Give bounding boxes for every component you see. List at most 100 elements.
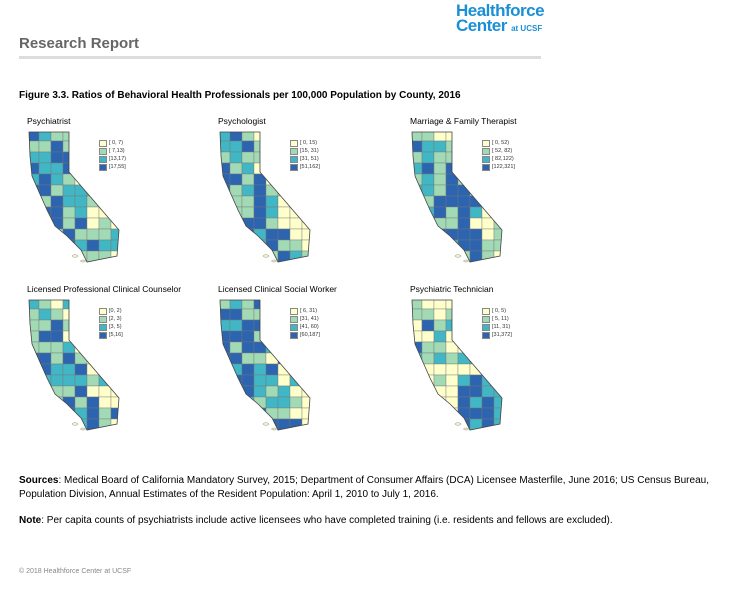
legend-item: [ 6, 31) <box>290 307 320 315</box>
county-region <box>38 319 52 332</box>
county-region <box>277 374 291 387</box>
county-region <box>62 363 76 376</box>
map-title: Licensed Professional Clinical Counselor <box>27 284 182 294</box>
legend-item: [122,321] <box>482 163 515 171</box>
county-region <box>229 319 243 332</box>
legend-label: [ 0, 15) <box>300 140 318 146</box>
legend-swatch <box>99 163 107 171</box>
county-region <box>481 429 495 430</box>
county-region <box>433 250 447 262</box>
county-region <box>241 341 255 354</box>
county-region <box>481 184 495 197</box>
county-region <box>457 429 471 430</box>
county-region <box>29 217 40 230</box>
county-region <box>277 396 291 409</box>
county-region <box>301 195 310 208</box>
county-region <box>421 341 435 354</box>
county-region <box>86 239 100 252</box>
channel-island <box>80 259 86 263</box>
county-region <box>421 385 435 398</box>
county-region <box>220 140 231 153</box>
county-region <box>457 228 471 241</box>
county-region <box>253 195 267 208</box>
legend-label: [122,321] <box>492 164 515 170</box>
county-region <box>74 341 88 354</box>
county-region <box>445 363 459 376</box>
county-region <box>457 308 471 321</box>
county-region <box>98 239 112 252</box>
county-region <box>229 429 243 430</box>
legend-item: [31, 51) <box>290 155 320 163</box>
county-region <box>110 341 119 354</box>
county-region <box>289 352 303 365</box>
county-region <box>469 407 483 420</box>
county-region <box>457 140 471 153</box>
county-region <box>493 429 502 430</box>
county-region <box>265 308 279 321</box>
county-region <box>220 385 231 398</box>
county-region <box>469 173 483 186</box>
county-region <box>493 173 502 186</box>
county-region <box>421 162 435 175</box>
county-region <box>457 319 471 332</box>
channel-island <box>71 254 79 258</box>
county-region <box>493 195 502 208</box>
county-region <box>229 217 243 230</box>
county-region <box>220 239 231 252</box>
county-region <box>74 132 88 142</box>
county-region <box>98 173 112 186</box>
county-region <box>421 418 435 430</box>
county-region <box>220 330 231 343</box>
county-region <box>412 151 423 164</box>
map-panel: Marriage & Family Therapist [ 0, 52) [ 52… <box>410 116 600 281</box>
county-region <box>86 217 100 230</box>
county-region <box>265 228 279 241</box>
county-region <box>421 352 435 365</box>
county-region <box>38 239 52 252</box>
county-region <box>481 217 495 230</box>
legend-item: [13,17) <box>99 155 126 163</box>
footer-copyright: © 2018 Healthforce Center at UCSF <box>19 568 132 575</box>
county-region <box>457 217 471 230</box>
county-region <box>38 228 52 241</box>
county-region <box>98 217 112 230</box>
note-paragraph: Note: Per capita counts of psychiatrists… <box>19 514 719 528</box>
county-region <box>481 363 495 376</box>
legend-item: [ 52, 82) <box>482 147 515 155</box>
channel-island <box>80 427 86 431</box>
county-region <box>301 341 310 354</box>
county-region <box>241 140 255 153</box>
county-region <box>38 140 52 153</box>
county-region <box>29 429 40 430</box>
legend-item: [ 5, 11) <box>482 315 512 323</box>
county-region <box>445 195 459 208</box>
legend-swatch <box>290 147 298 155</box>
county-region <box>421 151 435 164</box>
county-region <box>98 250 112 262</box>
county-region <box>412 352 423 365</box>
county-region <box>469 374 483 387</box>
county-region <box>457 363 471 376</box>
county-region <box>481 407 495 420</box>
county-region <box>29 184 40 197</box>
county-region <box>50 173 64 186</box>
county-region <box>301 173 310 186</box>
county-region <box>433 319 447 332</box>
county-region <box>98 261 112 262</box>
county-region <box>98 418 112 430</box>
county-region <box>469 429 483 430</box>
county-region <box>469 217 483 230</box>
county-region <box>220 341 231 354</box>
county-region <box>38 217 52 230</box>
county-region <box>229 352 243 365</box>
county-region <box>445 341 459 354</box>
logo-suffix: at UCSF <box>511 24 543 33</box>
county-region <box>38 184 52 197</box>
county-region <box>74 308 88 321</box>
legend-item: [ 0, 5) <box>482 307 512 315</box>
county-region <box>433 341 447 354</box>
county-region <box>241 151 255 164</box>
county-region <box>229 250 243 262</box>
county-region <box>445 173 459 186</box>
county-region <box>277 184 291 197</box>
